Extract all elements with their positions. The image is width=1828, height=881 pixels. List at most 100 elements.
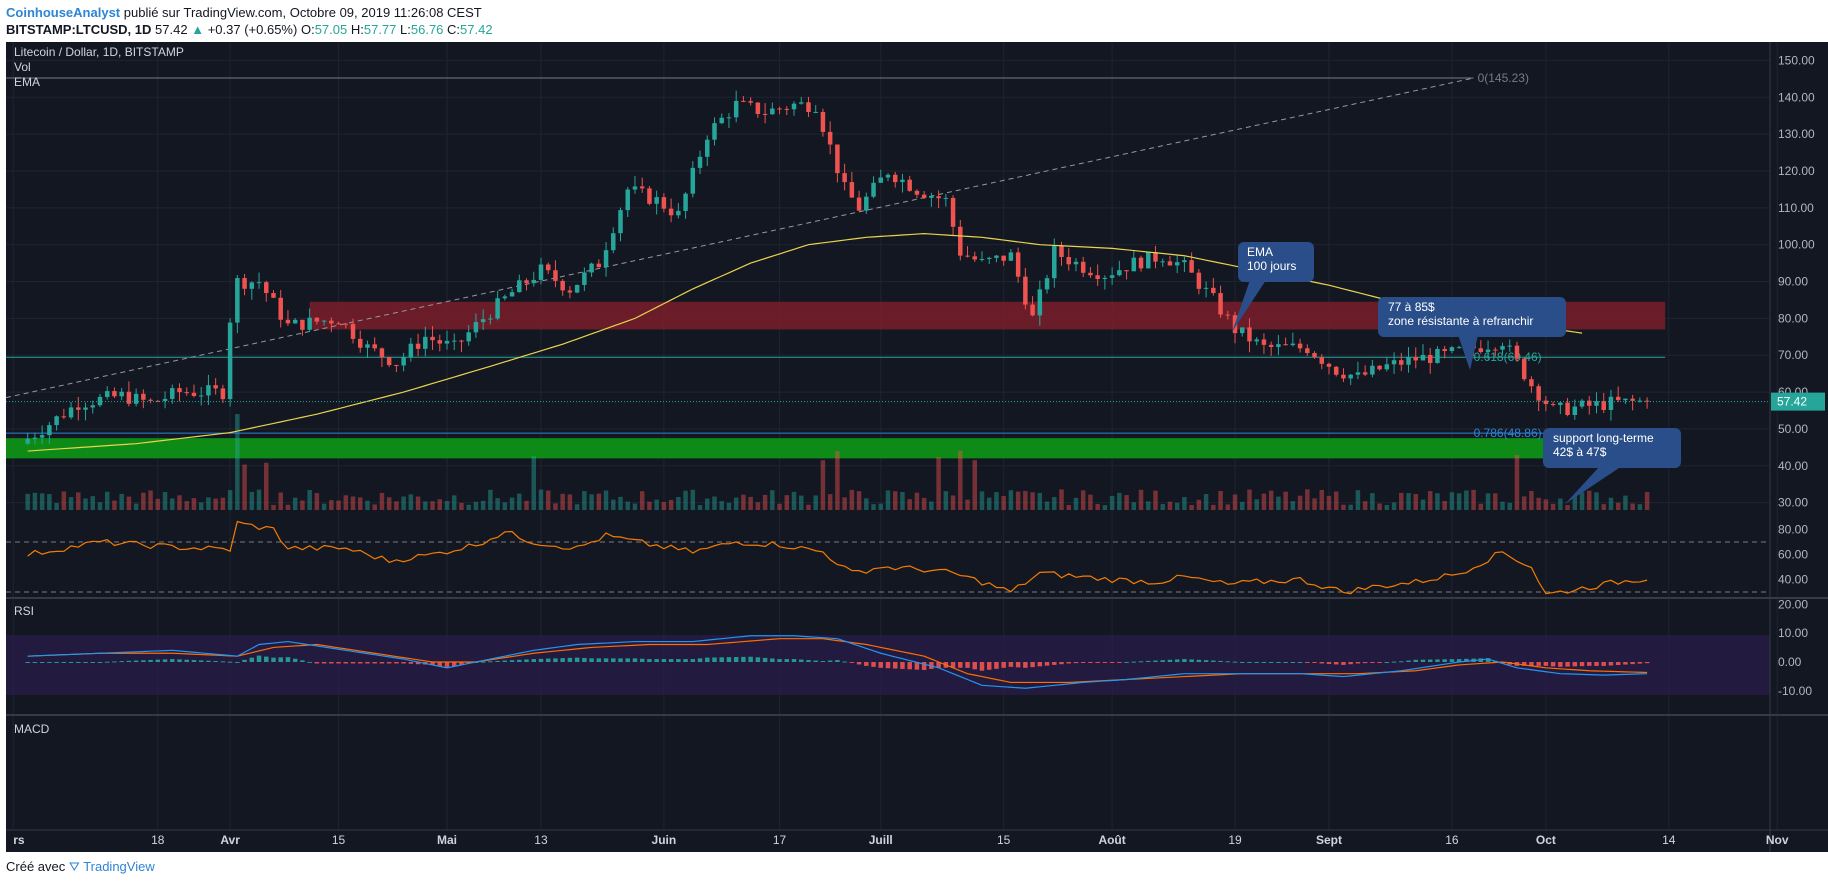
volume-bar bbox=[1406, 493, 1411, 510]
candle-body bbox=[813, 111, 818, 113]
candle-body bbox=[705, 139, 710, 157]
candle-body bbox=[632, 186, 638, 190]
trading-chart[interactable]: 0(145.23) 0.618(69.46) 0.786(48.86) 150.… bbox=[0, 42, 1828, 852]
callout-ema[interactable]: EMA 100 jours bbox=[1232, 242, 1314, 332]
macd-hist-bar bbox=[1008, 662, 1014, 667]
volume-bar bbox=[220, 497, 226, 510]
candle-body bbox=[1442, 349, 1447, 352]
volume-bar bbox=[235, 414, 240, 510]
tradingview-link[interactable]: TradingView bbox=[83, 859, 155, 874]
volume-bar bbox=[683, 490, 688, 510]
candle-body bbox=[958, 226, 963, 256]
macd-hist-bar bbox=[560, 658, 565, 662]
candle-body bbox=[1030, 304, 1035, 316]
volume-bar bbox=[47, 494, 52, 510]
candle-body bbox=[524, 280, 529, 284]
candle-body bbox=[249, 282, 255, 289]
callout-support[interactable]: support long-terme 42$ à 47$ bbox=[1543, 428, 1681, 504]
macd-hist-bar bbox=[264, 656, 269, 662]
author-link[interactable]: CoinhouseAnalyst bbox=[6, 5, 121, 20]
volume-bar bbox=[242, 464, 247, 510]
time-axis[interactable]: rs 18 Avr 15 Mai 13 Juin 17 Juill 15 Août 19 Sept 16 O… bbox=[13, 833, 1789, 847]
volume-bar bbox=[1565, 505, 1570, 510]
volume-bar bbox=[856, 491, 862, 510]
last-price-badge: 57.42 bbox=[1771, 392, 1825, 411]
candle-body bbox=[206, 385, 211, 396]
candle-body bbox=[408, 343, 414, 358]
candle-body bbox=[321, 320, 327, 322]
macd-hist-bar bbox=[1276, 662, 1281, 663]
volume-bar bbox=[892, 491, 898, 510]
macd-hist-bar bbox=[1435, 659, 1440, 662]
volume-bar bbox=[1290, 501, 1296, 510]
macd-hist-bar bbox=[517, 659, 522, 662]
volume-bar bbox=[1521, 496, 1527, 510]
macd-hist-bar bbox=[1117, 662, 1122, 663]
candle-body bbox=[748, 101, 753, 103]
publish-line: CoinhouseAnalyst publié sur TradingView.… bbox=[6, 5, 482, 20]
volume-bar bbox=[1355, 490, 1361, 510]
macd-hist-bar bbox=[907, 662, 912, 670]
fib-trend-line bbox=[5, 77, 1474, 399]
volume-bar bbox=[177, 495, 182, 510]
candle-body bbox=[1449, 347, 1455, 352]
macd-hist-bar bbox=[1080, 662, 1086, 663]
macd-axis[interactable]: 10.00 0.00 -10.00 bbox=[1778, 626, 1812, 698]
volume-bar bbox=[25, 493, 30, 510]
candle-body bbox=[567, 290, 573, 293]
macd-hist-bar bbox=[1355, 662, 1361, 664]
volume-bar bbox=[986, 497, 992, 510]
volume-bar bbox=[1095, 504, 1100, 510]
time-tick: Mai bbox=[437, 833, 457, 847]
publish-info: publié sur TradingView.com, Octobre 09, … bbox=[123, 5, 482, 20]
macd-hist-bar bbox=[1073, 662, 1079, 664]
macd-hist-bar bbox=[1536, 662, 1541, 666]
volume-bar bbox=[1427, 491, 1433, 510]
volume-bar bbox=[394, 501, 399, 510]
open-label: O: bbox=[300, 22, 315, 37]
volume-bar bbox=[314, 493, 320, 510]
callout-resistance[interactable]: 77 à 85$ zone résistante à refranchir bbox=[1378, 297, 1566, 370]
candle-body bbox=[914, 190, 920, 195]
candle-body bbox=[358, 338, 363, 348]
rsi-tick: 60.00 bbox=[1778, 548, 1808, 562]
volume-bar bbox=[770, 490, 775, 510]
high-value: 57.77 bbox=[363, 22, 397, 37]
macd-hist-bar bbox=[1341, 662, 1346, 665]
candle-body bbox=[83, 407, 88, 410]
volume-bar bbox=[480, 500, 486, 510]
macd-hist-bar bbox=[871, 662, 876, 667]
macd-hist-bar bbox=[1637, 662, 1643, 664]
candle-body bbox=[1305, 348, 1310, 354]
candle-body bbox=[1543, 400, 1549, 405]
macd-hist-bar bbox=[1015, 662, 1021, 668]
candle-body bbox=[47, 425, 52, 436]
volume-bar bbox=[1550, 503, 1556, 510]
volume-bar bbox=[1587, 490, 1592, 510]
macd-hist-bar bbox=[813, 660, 818, 662]
macd-hist-bar bbox=[582, 657, 587, 662]
volume-bar bbox=[1500, 501, 1505, 510]
candle-body bbox=[32, 437, 38, 439]
volume-bar bbox=[1637, 504, 1643, 510]
macd-hist-bar bbox=[1500, 662, 1505, 664]
candle-body bbox=[603, 250, 609, 268]
macd-hist-bar bbox=[885, 662, 891, 669]
macd-hist-bar bbox=[104, 661, 110, 663]
macd-hist-bar bbox=[191, 660, 197, 662]
macd-hist-bar bbox=[603, 658, 609, 662]
rsi-axis[interactable]: 80.00 60.00 40.00 20.00 bbox=[1778, 523, 1808, 612]
price-axis[interactable]: 150.00 140.00 130.00 120.00 110.00 100.00 90.0… bbox=[1778, 53, 1815, 509]
volume-bar bbox=[1030, 492, 1035, 510]
macd-hist-bar bbox=[1240, 662, 1245, 663]
volume-bar bbox=[343, 495, 349, 510]
volume-bar bbox=[661, 502, 667, 510]
volume-bar bbox=[979, 491, 985, 510]
volume-bar bbox=[61, 491, 67, 510]
volume-bar bbox=[1449, 492, 1455, 510]
volume-bar bbox=[1536, 497, 1541, 510]
candle-body bbox=[401, 357, 406, 366]
macd-hist-bar bbox=[1399, 661, 1404, 663]
candle-body bbox=[1630, 398, 1635, 401]
candle-body bbox=[553, 270, 558, 281]
